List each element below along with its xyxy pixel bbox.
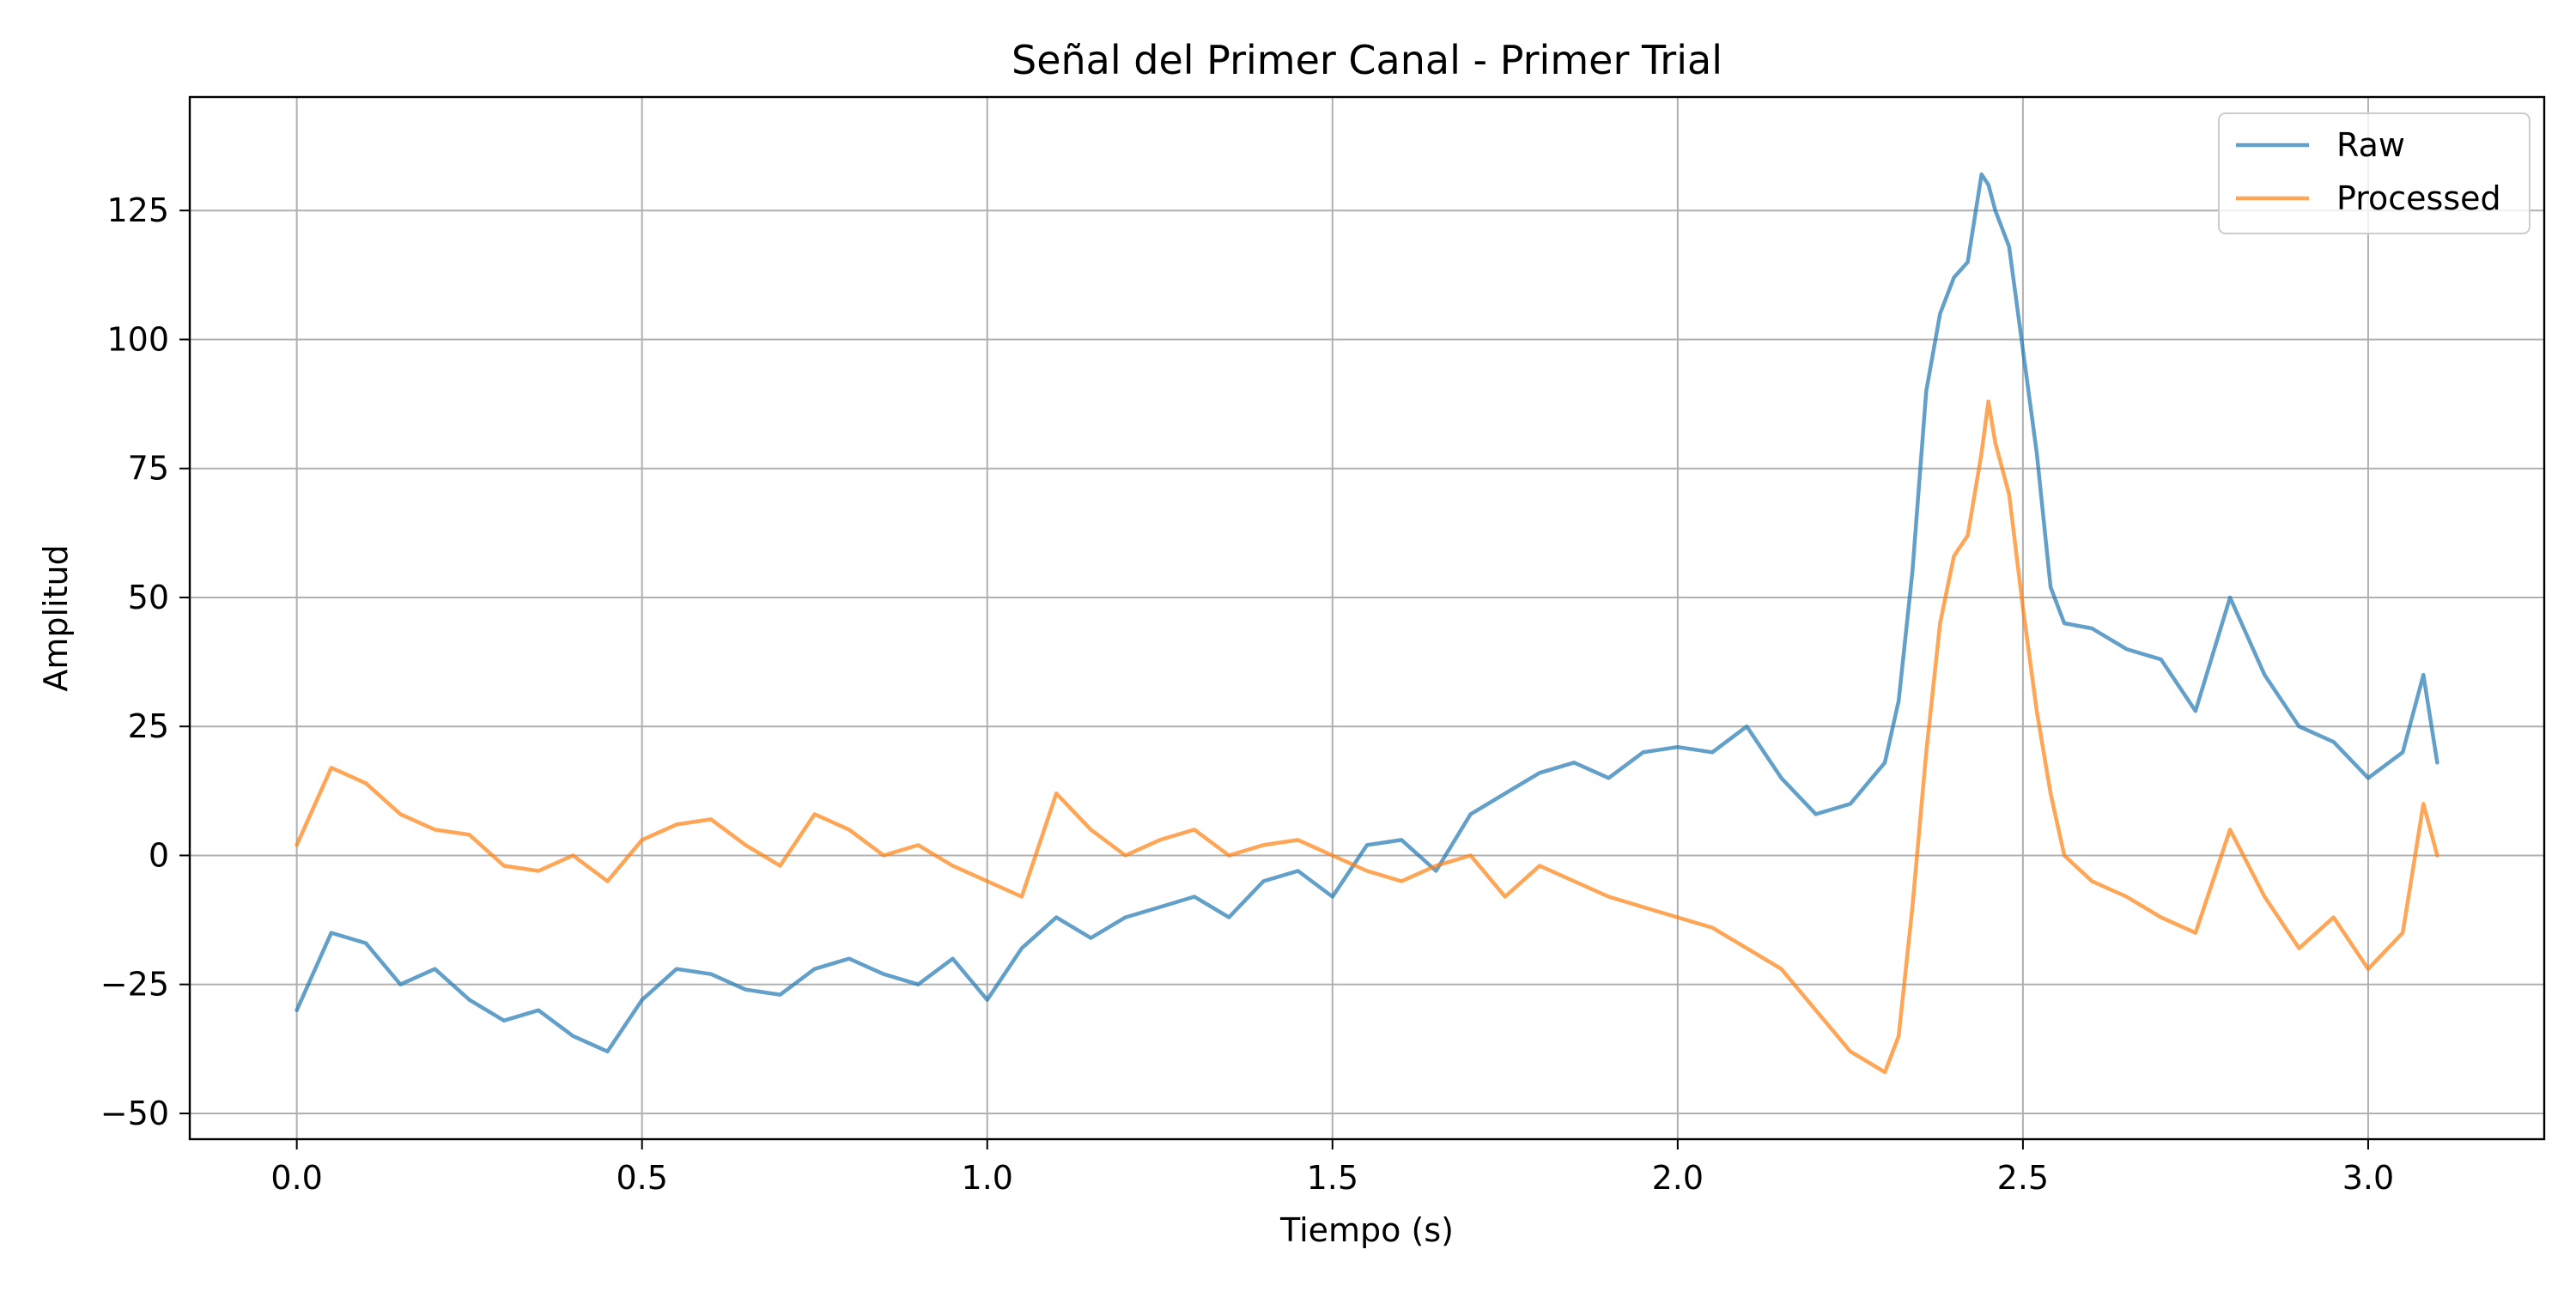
x-tick-label: 1.0 [962, 1159, 1013, 1197]
x-tick-label: 3.0 [2342, 1159, 2394, 1197]
y-tick-label: −50 [100, 1095, 169, 1132]
series-line-raw [295, 172, 2439, 1054]
legend-label-raw: Raw [2336, 126, 2405, 164]
y-tick-label: 125 [106, 191, 169, 229]
legend: Raw Processed [2218, 112, 2530, 234]
x-tick-label: 0.5 [616, 1159, 667, 1197]
x-tick-label: 1.5 [1307, 1159, 1358, 1197]
x-tick-label: 0.0 [270, 1159, 322, 1197]
x-tick-label: 2.0 [1652, 1159, 1704, 1197]
legend-label-processed: Processed [2336, 179, 2501, 217]
x-axis-title: Tiempo (s) [1279, 1211, 1454, 1249]
y-axis-ticks: −50 −25 0 25 50 75 100 125 [100, 191, 190, 1132]
y-tick-label: 25 [128, 707, 169, 745]
y-axis-title: Amplitud [37, 544, 75, 691]
y-tick-label: 50 [128, 579, 169, 616]
plot-frame [188, 95, 2546, 1141]
y-tick-label: 100 [106, 320, 169, 358]
x-tick-label: 2.5 [1997, 1159, 2049, 1197]
y-tick-label: 75 [128, 450, 169, 488]
y-tick-label: −25 [100, 966, 169, 1004]
x-axis-ticks: 0.0 0.5 1.0 1.5 2.0 2.5 3.0 [270, 1139, 2394, 1197]
chart-title: Señal del Primer Canal - Primer Trial [1012, 37, 1722, 83]
series-line-processed [295, 399, 2439, 1075]
series-lines [295, 172, 2439, 1075]
y-tick-label: 0 [149, 836, 169, 874]
